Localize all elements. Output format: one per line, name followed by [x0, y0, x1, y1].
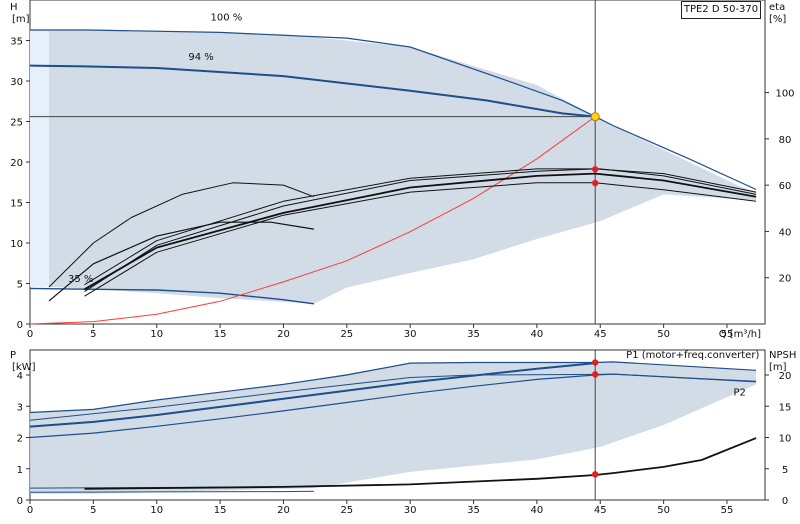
x-tick-label: 5 — [90, 505, 96, 516]
series-line-power-npsh-1 — [29, 362, 596, 428]
y-right-tick-label: 80 — [779, 135, 792, 146]
y-left-tick-label: 30 — [10, 77, 23, 88]
x-tick-label: 45 — [594, 329, 607, 340]
x-tick-label: 5 — [90, 329, 96, 340]
series-line-power-npsh-3 — [29, 373, 757, 439]
x-tick-label: 15 — [214, 505, 227, 516]
y-left-tick-label: 25 — [10, 118, 23, 129]
y-left-tick-label: 20 — [10, 158, 23, 169]
y-right-tick-label: 100 — [775, 89, 794, 100]
y-left-axis-label: [kW] — [12, 362, 36, 373]
series-line-head-efficiency-8 — [84, 182, 757, 297]
y-left-tick-label: 35 — [10, 37, 23, 48]
series-line-head-efficiency-5 — [48, 221, 314, 302]
y-left-tick-label: 0 — [17, 496, 23, 507]
x-tick-label: 50 — [657, 505, 670, 516]
y-left-tick-label: 15 — [10, 199, 23, 210]
curve-label: P1 (motor+freq.converter) — [626, 350, 759, 361]
x-tick-label: 25 — [340, 505, 353, 516]
npsh-duty-marker — [591, 471, 599, 478]
series-line-power-npsh-0 — [29, 361, 757, 414]
power-duty-marker — [591, 359, 599, 366]
y-left-tick-label: 0 — [17, 320, 23, 331]
y-right-tick-label: 5 — [782, 465, 788, 476]
x-tick-label: 30 — [404, 505, 417, 516]
series-line-head-efficiency-6 — [84, 172, 757, 291]
series-line-power-npsh-6 — [84, 437, 757, 490]
x-tick-label: 0 — [27, 329, 33, 340]
curve-label: 94 % — [188, 52, 213, 63]
y-right-tick-label: 15 — [779, 402, 792, 413]
x-tick-label: 10 — [150, 329, 163, 340]
x-tick-label: 0 — [27, 505, 33, 516]
x-tick-label: 40 — [531, 329, 544, 340]
curve-label: 35 % — [68, 274, 93, 285]
x-tick-label: 30 — [404, 329, 417, 340]
y-right-tick-label: 40 — [779, 227, 792, 238]
y-right-axis-label: [%] — [769, 14, 786, 25]
x-tick-label: 40 — [531, 505, 544, 516]
pump-model-label: TPE2 D 50-370 — [681, 1, 761, 19]
x-tick-label: 15 — [214, 329, 227, 340]
y-left-axis-label: P — [10, 350, 16, 361]
series-line-head-efficiency-1 — [29, 64, 596, 118]
operating-envelope-power-npsh — [30, 361, 757, 494]
y-left-axis-label: H — [10, 2, 18, 13]
x-axis-label: Q [m³/h] — [719, 329, 761, 340]
y-right-tick-label: 20 — [779, 274, 792, 285]
x-tick-label: 35 — [467, 329, 480, 340]
series-line-head-efficiency-9 — [84, 168, 757, 286]
y-left-tick-label: 5 — [17, 280, 23, 291]
duty-point-marker — [590, 112, 600, 122]
x-tick-label: 50 — [657, 329, 670, 340]
y-left-tick-label: 10 — [10, 239, 23, 250]
x-tick-label: 10 — [150, 505, 163, 516]
y-left-tick-label: 2 — [17, 434, 23, 445]
y-right-tick-label: 0 — [782, 496, 788, 507]
x-tick-label: 55 — [721, 505, 734, 516]
curve-label: 100 % — [211, 12, 243, 23]
efficiency-duty-marker — [591, 166, 599, 173]
y-right-tick-label: 60 — [779, 181, 792, 192]
x-tick-label: 25 — [340, 329, 353, 340]
y-right-tick-label: 10 — [779, 434, 792, 445]
y-left-tick-label: 1 — [17, 465, 23, 476]
y-right-axis-label: eta — [769, 2, 785, 13]
x-tick-label: 20 — [277, 505, 290, 516]
low-flow-region-head-efficiency — [30, 29, 50, 287]
x-tick-label: 55 — [721, 329, 734, 340]
series-line-power-npsh-5 — [29, 490, 314, 493]
operating-envelope-head-efficiency — [49, 29, 757, 304]
y-left-tick-label: 4 — [17, 371, 23, 382]
y-right-axis-label: [m] — [769, 362, 787, 373]
y-left-axis-label: [m] — [12, 14, 30, 25]
series-line-head-efficiency-4 — [48, 182, 315, 288]
curve-label: P2 — [733, 387, 745, 398]
power-duty-marker — [591, 371, 599, 378]
x-tick-label: 35 — [467, 505, 480, 516]
series-line-head-efficiency-2 — [29, 287, 314, 305]
x-tick-label: 20 — [277, 329, 290, 340]
series-line-head-efficiency-0 — [30, 29, 757, 191]
y-right-axis-label: NPSH — [769, 350, 796, 361]
y-right-tick-label: 20 — [779, 371, 792, 382]
series-line-head-efficiency-7 — [84, 168, 757, 293]
y-left-tick-label: 3 — [17, 402, 23, 413]
efficiency-duty-marker — [591, 179, 599, 187]
x-tick-label: 45 — [594, 505, 607, 516]
